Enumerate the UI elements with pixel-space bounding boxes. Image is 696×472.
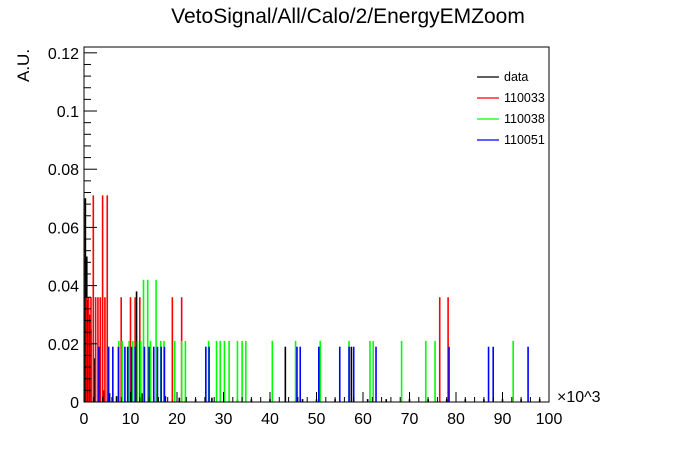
legend-entry-110051: 110051 bbox=[477, 133, 545, 147]
y-tick-label-4: 0.08 bbox=[48, 162, 79, 179]
y-tick-label-2: 0.04 bbox=[48, 279, 79, 296]
x-tick-label-5: 50 bbox=[308, 411, 326, 428]
legend: data 110033 110038 110051 bbox=[477, 70, 545, 147]
legend-entry-data: data bbox=[477, 70, 528, 84]
y-tick-label-1: 0.02 bbox=[48, 337, 79, 354]
legend-entry-110038: 110038 bbox=[477, 112, 545, 126]
x-tick-label-2: 20 bbox=[168, 411, 186, 428]
legend-label-110051: 110051 bbox=[504, 133, 545, 147]
histogram-bars bbox=[84, 195, 541, 402]
x-axis-exponent-label: ×10^3 bbox=[557, 389, 601, 406]
y-tick-label-3: 0.06 bbox=[48, 220, 79, 237]
x-tick-label-3: 30 bbox=[215, 411, 233, 428]
chart-title: VetoSignal/All/Calo/2/EnergyEMZoom bbox=[171, 5, 525, 28]
x-tick-label-8: 80 bbox=[447, 411, 465, 428]
y-axis-label: A.U. bbox=[14, 49, 33, 82]
x-tick-label-9: 90 bbox=[494, 411, 512, 428]
legend-label-data: data bbox=[504, 70, 528, 84]
series-110033 bbox=[85, 195, 449, 402]
series-110051 bbox=[98, 346, 529, 402]
x-tick-label-7: 70 bbox=[401, 411, 419, 428]
axes: 0 10 20 30 40 50 60 70 80 90 100 0 0.02 0.04 0.06 0.08 0… bbox=[48, 46, 563, 428]
y-tick-label-0: 0 bbox=[70, 395, 79, 412]
x-tick-label-1: 10 bbox=[122, 411, 140, 428]
legend-label-110038: 110038 bbox=[504, 112, 545, 126]
x-tick-label-10: 100 bbox=[536, 411, 563, 428]
series-110038 bbox=[118, 279, 514, 402]
x-tick-label-6: 60 bbox=[354, 411, 372, 428]
x-tick-label-4: 40 bbox=[261, 411, 279, 428]
legend-entry-110033: 110033 bbox=[477, 91, 545, 105]
legend-label-110033: 110033 bbox=[504, 91, 545, 105]
y-tick-label-5: 0.1 bbox=[57, 104, 79, 121]
y-tick-label-6: 0.12 bbox=[48, 46, 79, 63]
x-tick-label-0: 0 bbox=[80, 411, 89, 428]
